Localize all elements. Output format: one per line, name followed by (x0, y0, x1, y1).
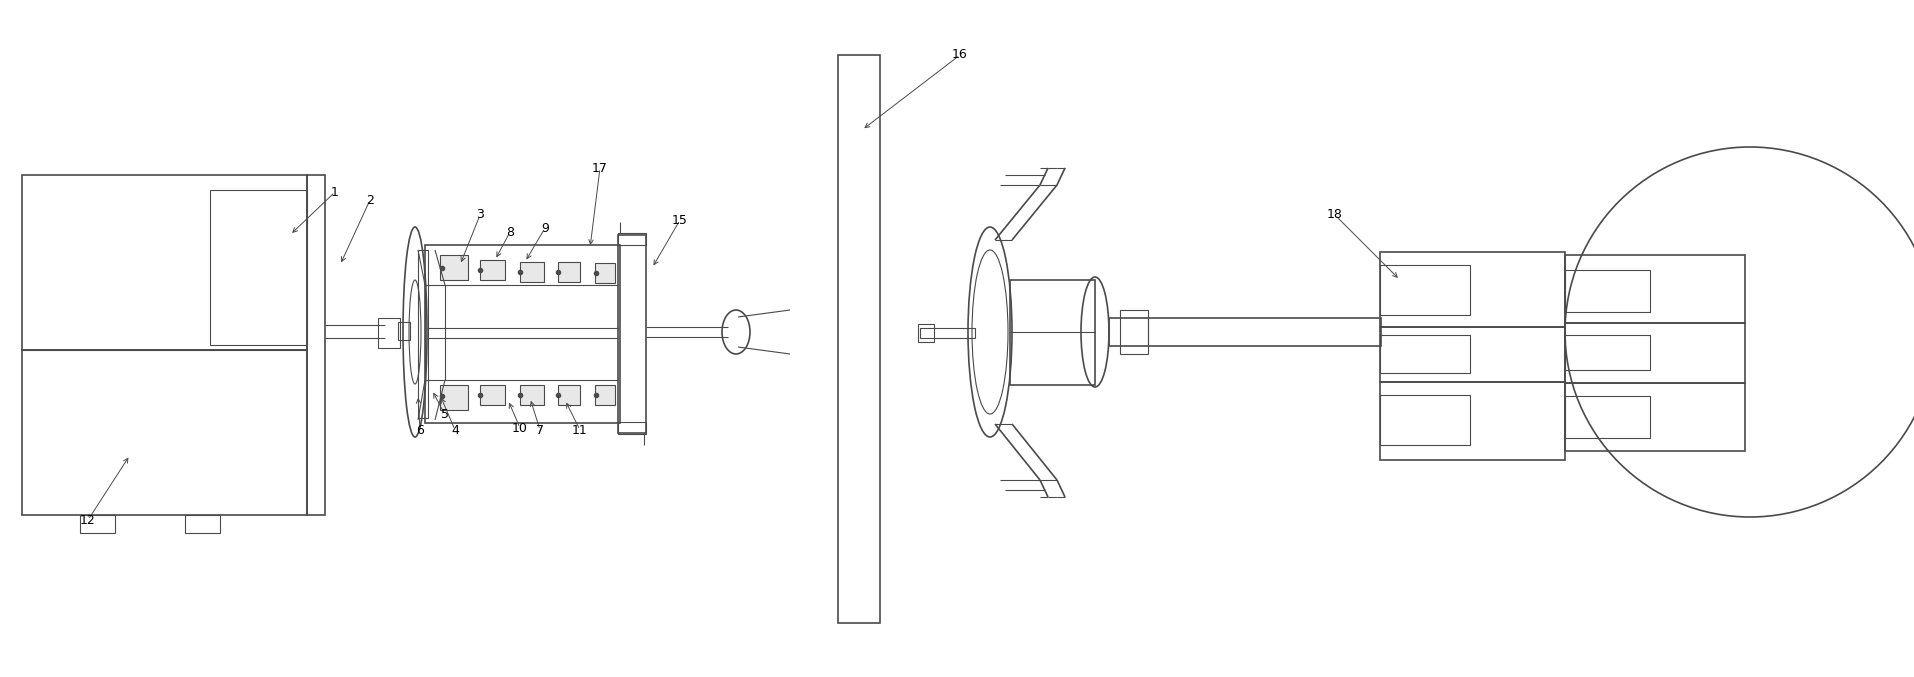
Text: 7: 7 (536, 424, 544, 437)
Bar (417, 250, 429, 418)
Bar (1566, 270, 1650, 312)
Bar (595, 263, 614, 283)
Text: 8: 8 (505, 225, 515, 238)
Text: 17: 17 (591, 162, 609, 175)
Bar (1108, 318, 1382, 346)
Bar (440, 255, 469, 280)
Bar (80, 515, 115, 533)
Text: 10: 10 (513, 422, 528, 435)
Bar (1566, 323, 1746, 383)
Bar (440, 385, 469, 410)
Bar (1380, 395, 1470, 445)
Text: 6: 6 (415, 424, 423, 437)
Bar (306, 175, 325, 515)
Bar (480, 260, 505, 280)
Bar (1566, 383, 1746, 451)
Bar (377, 318, 400, 348)
Text: 5: 5 (440, 408, 450, 422)
Bar (559, 385, 580, 405)
Bar (480, 385, 505, 405)
Text: 16: 16 (951, 49, 968, 62)
Bar (1380, 335, 1470, 373)
Bar (521, 262, 544, 282)
Text: 2: 2 (366, 194, 373, 206)
Bar (919, 324, 934, 342)
Bar (186, 515, 220, 533)
Text: 11: 11 (572, 424, 588, 437)
Bar (1380, 327, 1566, 382)
Text: 18: 18 (1326, 209, 1344, 221)
Text: 12: 12 (80, 513, 96, 527)
Bar (1380, 382, 1566, 460)
Bar (21, 175, 306, 350)
Bar (838, 55, 880, 623)
Text: 4: 4 (452, 424, 459, 437)
Text: 15: 15 (672, 213, 687, 227)
Text: 1: 1 (331, 185, 339, 198)
Bar (21, 350, 306, 515)
Bar (521, 385, 544, 405)
Bar (1380, 265, 1470, 315)
Bar (1380, 252, 1566, 327)
Bar (921, 328, 974, 338)
Bar (1566, 396, 1650, 438)
Bar (1566, 335, 1650, 370)
Bar (211, 190, 306, 345)
Bar (1120, 310, 1148, 354)
Bar (1011, 280, 1095, 385)
Bar (595, 385, 614, 405)
Text: 3: 3 (477, 209, 484, 221)
Bar (618, 233, 647, 245)
Bar (618, 235, 647, 433)
Text: 9: 9 (542, 221, 549, 234)
Bar (618, 422, 647, 434)
Bar (1566, 255, 1746, 323)
Bar (398, 322, 410, 340)
Bar (559, 262, 580, 282)
Bar (425, 245, 620, 423)
